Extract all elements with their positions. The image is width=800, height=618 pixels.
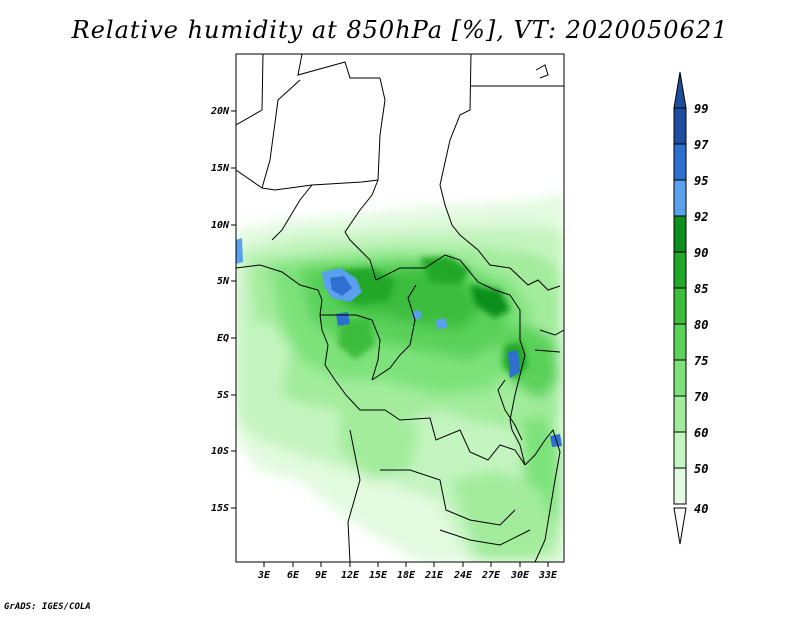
lon-labels: 3E 6E 9E 12E 15E 18E 21E 24E 27E 30E 33E (257, 570, 558, 581)
map-frame (235, 53, 565, 563)
colorbar-segment (673, 215, 687, 253)
colorbar: 99 97 95 92 90 85 80 75 70 60 50 40 (673, 71, 709, 545)
lon-ticks (263, 562, 549, 567)
colorbar-bottom-arrow (673, 507, 687, 545)
colorbar-segment (673, 395, 687, 433)
colorbar-segment (673, 359, 687, 397)
lon-label: 18E (397, 570, 416, 581)
colorbar-segment (673, 251, 687, 289)
colorbar-segment (673, 143, 687, 181)
lon-label: 15E (369, 570, 388, 581)
colorbar-label: 70 (694, 390, 708, 404)
lon-label: 27E (481, 570, 501, 581)
lat-ticks (231, 110, 236, 509)
colorbar-label: 50 (694, 462, 708, 476)
lat-label: 15N (211, 163, 230, 174)
colorbar-label: 97 (694, 138, 709, 152)
colorbar-label: 75 (694, 354, 708, 368)
colorbar-segment (673, 431, 687, 469)
colorbar-label: 99 (694, 102, 708, 116)
lat-labels: 20N 15N 10N 5N EQ 5S 10S 15S (210, 106, 230, 514)
lon-label: 33E (538, 570, 558, 581)
colorbar-segment (673, 467, 687, 505)
colorbar-top-arrow (673, 71, 687, 109)
lat-label: EQ (217, 333, 229, 344)
humidity-field (236, 195, 564, 562)
credit-text: GrADS: IGES/COLA (4, 602, 91, 612)
colorbar-segment (673, 179, 687, 217)
colorbar-label: 80 (694, 318, 708, 332)
colorbar-label: 40 (694, 502, 708, 516)
lon-label: 21E (424, 570, 444, 581)
lon-label: 24E (453, 570, 473, 581)
colorbar-label: 90 (694, 246, 708, 260)
colorbar-segment (673, 287, 687, 325)
lon-label: 6E (287, 570, 300, 581)
lon-label: 3E (257, 570, 271, 581)
lon-label: 9E (315, 570, 328, 581)
lat-label: 10N (211, 220, 230, 231)
chart-title: Relative humidity at 850hPa [%], VT: 202… (71, 16, 729, 44)
lat-label: 15S (211, 503, 229, 514)
lat-label: 5S (217, 390, 229, 401)
lat-label: 20N (210, 106, 230, 117)
lon-label: 30E (510, 570, 530, 581)
colorbar-label: 95 (694, 174, 708, 188)
colorbar-label: 85 (694, 282, 708, 296)
colorbar-label: 60 (694, 426, 708, 440)
colorbar-label: 92 (694, 210, 708, 224)
colorbar-segment (673, 107, 687, 145)
lat-label: 5N (217, 276, 230, 287)
country-borders (236, 54, 564, 562)
lon-label: 12E (341, 570, 360, 581)
colorbar-segment (673, 323, 687, 361)
lat-label: 10S (211, 446, 229, 457)
